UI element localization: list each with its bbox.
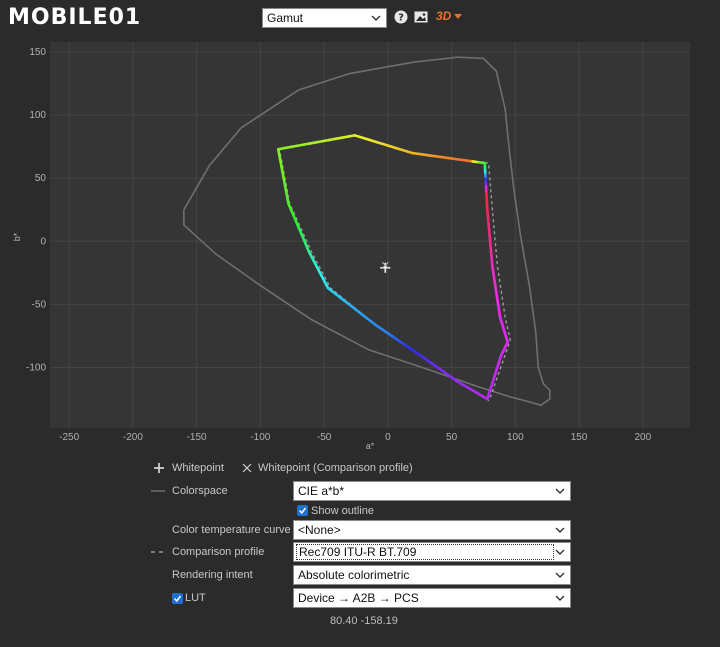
rendering-intent-label: Rendering intent: [172, 569, 253, 581]
lut-select-value: Device → A2B → PCS: [298, 591, 419, 605]
image-icon[interactable]: [414, 10, 428, 24]
y-tick-label: 150: [29, 47, 46, 58]
comparison-profile-label: Comparison profile: [172, 546, 265, 558]
colorspace-label: Colorspace: [172, 485, 228, 497]
comparison-dash-icon: [151, 551, 165, 553]
x-tick-label: -50: [317, 432, 332, 443]
whitepoint-plus-icon: [154, 463, 164, 473]
comparison-profile-select-value: Rec709 ITU-R BT.709: [296, 544, 554, 560]
x-tick-label: -100: [250, 432, 270, 443]
whitepoint-x-icon: [242, 463, 252, 473]
chevron-down-icon: [555, 595, 565, 601]
x-axis-label: a*: [366, 441, 375, 451]
temperature-curve-select[interactable]: <None>: [293, 520, 571, 540]
svg-text:?: ?: [398, 13, 404, 24]
series-layer: [183, 56, 551, 407]
temperature-curve-select-value: <None>: [298, 523, 341, 537]
chevron-down-icon: [555, 572, 565, 578]
show-outline-label[interactable]: Show outline: [311, 505, 374, 517]
chevron-down-icon: [555, 549, 565, 555]
y-tick-label: 0: [40, 236, 46, 247]
y-axis-label: b*: [12, 232, 22, 241]
check-icon: [298, 507, 307, 515]
cursor-readout: 80.40 -158.19: [330, 615, 398, 627]
view-select-value: Gamut: [267, 11, 304, 25]
legend-whitepoint-comparison: Whitepoint (Comparison profile): [258, 462, 413, 474]
whitepoint-comparison-marker: [381, 261, 389, 269]
x-tick-label: 200: [634, 432, 651, 443]
chevron-down-icon: [371, 15, 381, 21]
colorspace-select-value: CIE a*b*: [298, 484, 345, 498]
legend-whitepoint: Whitepoint: [172, 462, 224, 474]
chevron-down-icon: [555, 527, 565, 533]
y-tick-label: 100: [29, 110, 46, 121]
gamut-segment: [276, 147, 281, 156]
tick-labels: -250 -200 -150 -100 -50 0 50 100 150 200 -100 -50 0 5…: [26, 47, 652, 443]
x-tick-label: -200: [123, 432, 143, 443]
temperature-curve-label: Color temperature curve: [172, 524, 291, 536]
show-outline-checkbox[interactable]: [297, 505, 308, 516]
lut-checkbox[interactable]: [172, 593, 183, 604]
colorspace-outline: [183, 56, 551, 407]
logo: MOBILE01: [8, 5, 142, 30]
lut-label[interactable]: LUT: [185, 592, 206, 604]
x-tick-label: -250: [59, 432, 79, 443]
x-tick-label: 50: [446, 432, 458, 443]
grid: [50, 42, 690, 428]
help-circle-icon[interactable]: ?: [394, 10, 408, 24]
x-tick-label: -150: [187, 432, 207, 443]
x-tick-label: 150: [571, 432, 588, 443]
top-toolbar: MOBILE01 Gamut ? 3D: [0, 0, 720, 36]
plot-area: [50, 42, 690, 428]
chevron-down-icon: [555, 488, 565, 494]
x-tick-label: 100: [507, 432, 524, 443]
check-icon: [173, 595, 182, 603]
caret-down-icon[interactable]: [454, 14, 462, 19]
3d-mode-button[interactable]: 3D: [436, 9, 452, 23]
y-tick-label: 50: [35, 173, 47, 184]
rendering-intent-select[interactable]: Absolute colorimetric: [293, 565, 571, 585]
gamut-plot: -250 -200 -150 -100 -50 0 50 100 150 200 -100 -50 0 5…: [12, 42, 690, 451]
x-tick-label: 0: [385, 432, 391, 443]
view-select[interactable]: Gamut: [262, 8, 387, 28]
lut-select[interactable]: Device → A2B → PCS: [293, 588, 571, 608]
y-tick-label: -50: [32, 299, 47, 310]
colorspace-line-icon: [151, 490, 165, 492]
comparison-profile-select[interactable]: Rec709 ITU-R BT.709: [293, 542, 571, 562]
rendering-intent-select-value: Absolute colorimetric: [298, 568, 410, 582]
y-tick-label: -100: [26, 362, 46, 373]
colorspace-select[interactable]: CIE a*b*: [293, 481, 571, 501]
